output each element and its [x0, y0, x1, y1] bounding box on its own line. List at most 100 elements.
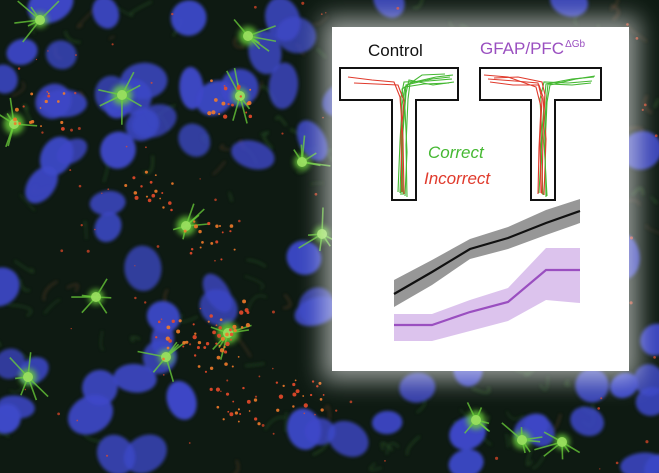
puncta-dot	[239, 310, 244, 315]
fiber	[64, 30, 81, 44]
fiber	[631, 187, 645, 196]
t-maze-control	[339, 67, 459, 201]
puncta-dot	[292, 382, 296, 387]
fiber	[233, 37, 245, 49]
puncta-dot	[309, 393, 313, 397]
fiber	[234, 459, 240, 473]
nucleus	[570, 406, 605, 437]
puncta-dot	[218, 344, 221, 347]
puncta-dot	[190, 247, 194, 251]
puncta-dot	[150, 81, 153, 84]
puncta-dot	[220, 390, 222, 393]
puncta-dot	[151, 193, 156, 198]
puncta-dot	[134, 195, 139, 200]
nucleus	[399, 372, 436, 403]
puncta-dot	[303, 403, 308, 408]
puncta-dot	[165, 336, 170, 341]
nucleus	[35, 83, 72, 119]
puncta-dot	[626, 23, 629, 26]
puncta-dot	[78, 184, 82, 188]
puncta-dot	[193, 224, 198, 229]
panel-graphics	[339, 67, 602, 341]
puncta-dot	[349, 400, 353, 404]
puncta-dot	[221, 101, 226, 106]
nucleus	[640, 323, 659, 356]
nucleus	[6, 38, 38, 66]
puncta-dot	[319, 398, 323, 401]
puncta-dot	[30, 92, 34, 96]
fiber	[19, 193, 36, 211]
puncta-dot	[272, 432, 275, 435]
puncta-dot	[147, 198, 152, 203]
puncta-dot	[207, 221, 211, 226]
nucleus	[146, 301, 181, 333]
puncta-dot	[216, 405, 220, 409]
puncta-dot	[292, 405, 295, 408]
fiber	[406, 435, 421, 456]
nucleus	[294, 296, 339, 327]
nucleus	[371, 410, 403, 435]
puncta-dot	[210, 241, 214, 245]
puncta-dot	[232, 324, 237, 329]
puncta-dot	[245, 322, 251, 328]
puncta-dot	[222, 418, 225, 421]
fiber	[142, 155, 154, 174]
puncta-dot	[234, 411, 238, 415]
puncta-dot	[166, 325, 171, 330]
puncta-dot	[162, 374, 165, 376]
puncta-dot	[245, 111, 248, 114]
nucleus	[113, 363, 157, 393]
nucleus	[124, 245, 162, 292]
puncta-dot	[215, 342, 218, 345]
fiber	[245, 362, 265, 367]
puncta-dot	[301, 1, 305, 5]
puncta-dot	[57, 412, 60, 416]
fiber	[653, 98, 659, 109]
puncta-dot	[196, 346, 200, 350]
puncta-dot	[282, 384, 285, 388]
puncta-dot	[207, 320, 210, 323]
puncta-dot	[220, 258, 223, 261]
puncta-dot	[60, 120, 64, 125]
fiber	[42, 280, 58, 301]
puncta-dot	[322, 116, 324, 119]
puncta-dot	[176, 329, 181, 334]
puncta-dot	[239, 413, 242, 416]
nucleus	[166, 380, 197, 420]
fiber	[43, 299, 61, 315]
puncta-dot	[39, 107, 42, 109]
nucleus	[125, 108, 160, 141]
puncta-dot	[192, 334, 197, 340]
nucleus	[549, 0, 589, 17]
puncta-dot	[159, 197, 162, 200]
gfap-label: GFAP/PFCΔGb	[480, 39, 585, 59]
puncta-dot	[322, 394, 325, 396]
trajectory	[405, 74, 454, 198]
nucleus	[0, 267, 20, 307]
puncta-dot	[189, 251, 193, 255]
puncta-dot	[155, 336, 158, 339]
puncta-dot	[203, 346, 207, 350]
fiber	[650, 196, 658, 204]
puncta-dot	[197, 340, 202, 345]
fiber	[212, 160, 226, 175]
puncta-dot	[35, 58, 38, 61]
nucleus	[621, 131, 659, 170]
puncta-dot	[17, 67, 21, 70]
puncta-dot	[254, 417, 258, 421]
puncta-dot	[171, 182, 174, 185]
puncta-dot	[316, 385, 319, 388]
puncta-dot	[258, 375, 261, 378]
puncta-dot	[303, 412, 306, 415]
puncta-dot	[162, 357, 165, 361]
astrocyte-core	[181, 221, 191, 231]
puncta-dot	[242, 299, 247, 304]
puncta-dot	[295, 389, 300, 394]
astrocyte-core	[297, 157, 307, 167]
fiber	[83, 433, 102, 443]
fiber	[283, 294, 292, 309]
puncta-dot	[242, 386, 245, 390]
puncta-dot	[320, 13, 323, 15]
fiber	[313, 15, 329, 25]
